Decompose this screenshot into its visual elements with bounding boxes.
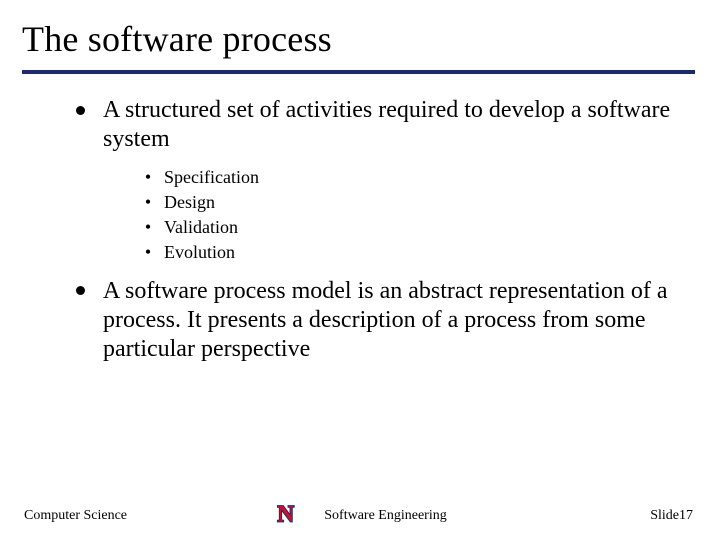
sub-bullet-icon: • <box>132 192 164 213</box>
slide: { "title": { "text": "The software proce… <box>0 0 717 538</box>
sub-list-item-text: Design <box>164 192 215 213</box>
footer-left-text: Computer Science <box>24 508 127 524</box>
footer-slide-prefix: Slide <box>650 508 679 524</box>
footer-center-text: Software Engineering <box>324 508 446 524</box>
sub-list-item: •Validation <box>132 217 691 238</box>
sub-list-item: •Design <box>132 192 691 213</box>
list-item-text: A structured set of activities required … <box>103 96 691 155</box>
footer-slide-number: 17 <box>679 508 693 524</box>
sub-bullet-icon: • <box>132 217 164 238</box>
footer-right: Slide 17 <box>650 508 693 524</box>
slide-footer: Computer Science N Software Engineering … <box>0 508 717 524</box>
sub-list-item: •Specification <box>132 167 691 188</box>
list-item-text: A software process model is an abstract … <box>103 277 691 365</box>
list-item: A software process model is an abstract … <box>26 277 691 365</box>
bullet-icon <box>76 286 85 295</box>
sub-list-item-text: Evolution <box>164 242 235 263</box>
sub-list-item-text: Validation <box>164 217 238 238</box>
footer-center: N Software Engineering <box>270 503 446 530</box>
list-item: A structured set of activities required … <box>26 96 691 155</box>
slide-body: A structured set of activities required … <box>0 74 717 364</box>
sub-bullet-icon: • <box>132 167 164 188</box>
title-area: The software process <box>0 0 717 64</box>
svg-text:N: N <box>277 503 294 525</box>
sub-bullet-icon: • <box>132 242 164 263</box>
sub-list-item-text: Specification <box>164 167 259 188</box>
sub-list-item: •Evolution <box>132 242 691 263</box>
sub-list: •Specification•Design•Validation•Evoluti… <box>26 167 691 263</box>
bullet-icon <box>76 106 85 115</box>
slide-title: The software process <box>22 18 695 60</box>
footer-left: Computer Science <box>24 508 127 524</box>
logo-n-icon: N <box>270 503 300 530</box>
